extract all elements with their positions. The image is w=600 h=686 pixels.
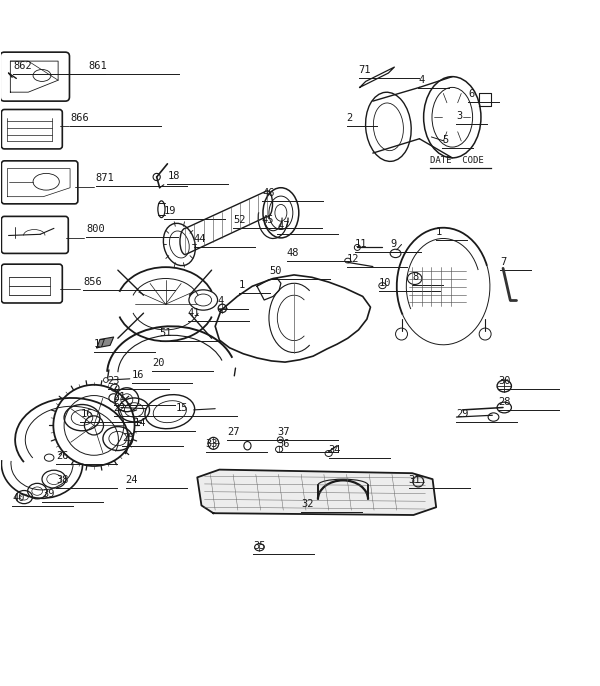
Text: 6: 6	[469, 89, 475, 99]
Text: 16: 16	[131, 370, 144, 380]
Text: 15: 15	[176, 403, 188, 414]
Text: 12: 12	[347, 255, 359, 264]
Text: 4: 4	[218, 296, 224, 306]
Text: 37: 37	[277, 427, 290, 438]
Text: 23: 23	[107, 376, 120, 386]
Text: 10: 10	[379, 278, 391, 288]
Text: 862: 862	[13, 61, 32, 71]
Text: 27: 27	[227, 427, 239, 438]
Text: 71: 71	[359, 65, 371, 75]
Text: 45: 45	[261, 215, 274, 225]
Text: 8: 8	[412, 272, 419, 282]
Text: 39: 39	[42, 490, 55, 499]
Text: 46: 46	[262, 189, 275, 198]
Text: 14: 14	[134, 418, 146, 428]
Text: 19: 19	[164, 206, 176, 216]
Text: 1: 1	[436, 226, 442, 237]
Text: 28: 28	[498, 397, 511, 407]
Text: 1: 1	[239, 281, 245, 290]
Text: 31: 31	[409, 475, 421, 485]
Text: 44: 44	[194, 235, 206, 244]
Text: 2: 2	[347, 113, 353, 123]
Text: 21: 21	[113, 392, 126, 401]
Text: 51: 51	[160, 328, 172, 338]
Polygon shape	[97, 337, 113, 348]
Text: 871: 871	[96, 173, 115, 183]
Text: 866: 866	[70, 113, 89, 123]
Text: 856: 856	[83, 277, 102, 287]
Text: 48: 48	[287, 248, 299, 258]
Text: 3: 3	[457, 111, 463, 121]
Text: 11: 11	[355, 239, 367, 248]
Text: 52: 52	[233, 215, 245, 225]
Polygon shape	[197, 470, 436, 515]
Text: 32: 32	[301, 499, 314, 509]
Text: 47: 47	[277, 221, 290, 230]
Text: 26: 26	[56, 451, 69, 461]
Text: 7: 7	[500, 257, 506, 267]
Text: 18: 18	[167, 171, 180, 180]
Text: 17: 17	[94, 339, 106, 349]
Text: 22: 22	[113, 403, 126, 414]
Text: 30: 30	[498, 376, 511, 386]
Text: 5: 5	[442, 134, 448, 145]
Text: 16: 16	[80, 410, 93, 419]
Text: 20: 20	[152, 358, 164, 368]
Text: 36: 36	[277, 439, 290, 449]
Text: DATE  CODE: DATE CODE	[430, 156, 484, 165]
Text: 4: 4	[418, 75, 424, 85]
Text: 40: 40	[12, 493, 25, 503]
Text: 35: 35	[253, 541, 266, 551]
Text: 861: 861	[88, 61, 107, 71]
Text: 25: 25	[122, 434, 134, 443]
Text: 33: 33	[206, 439, 218, 449]
Text: 34: 34	[329, 445, 341, 456]
Text: 9: 9	[391, 239, 397, 248]
Text: 800: 800	[86, 224, 105, 235]
Text: 29: 29	[457, 410, 469, 419]
Text: 38: 38	[56, 475, 69, 485]
Text: 41: 41	[188, 308, 200, 318]
Text: 50: 50	[269, 266, 281, 276]
Text: 24: 24	[125, 475, 138, 485]
